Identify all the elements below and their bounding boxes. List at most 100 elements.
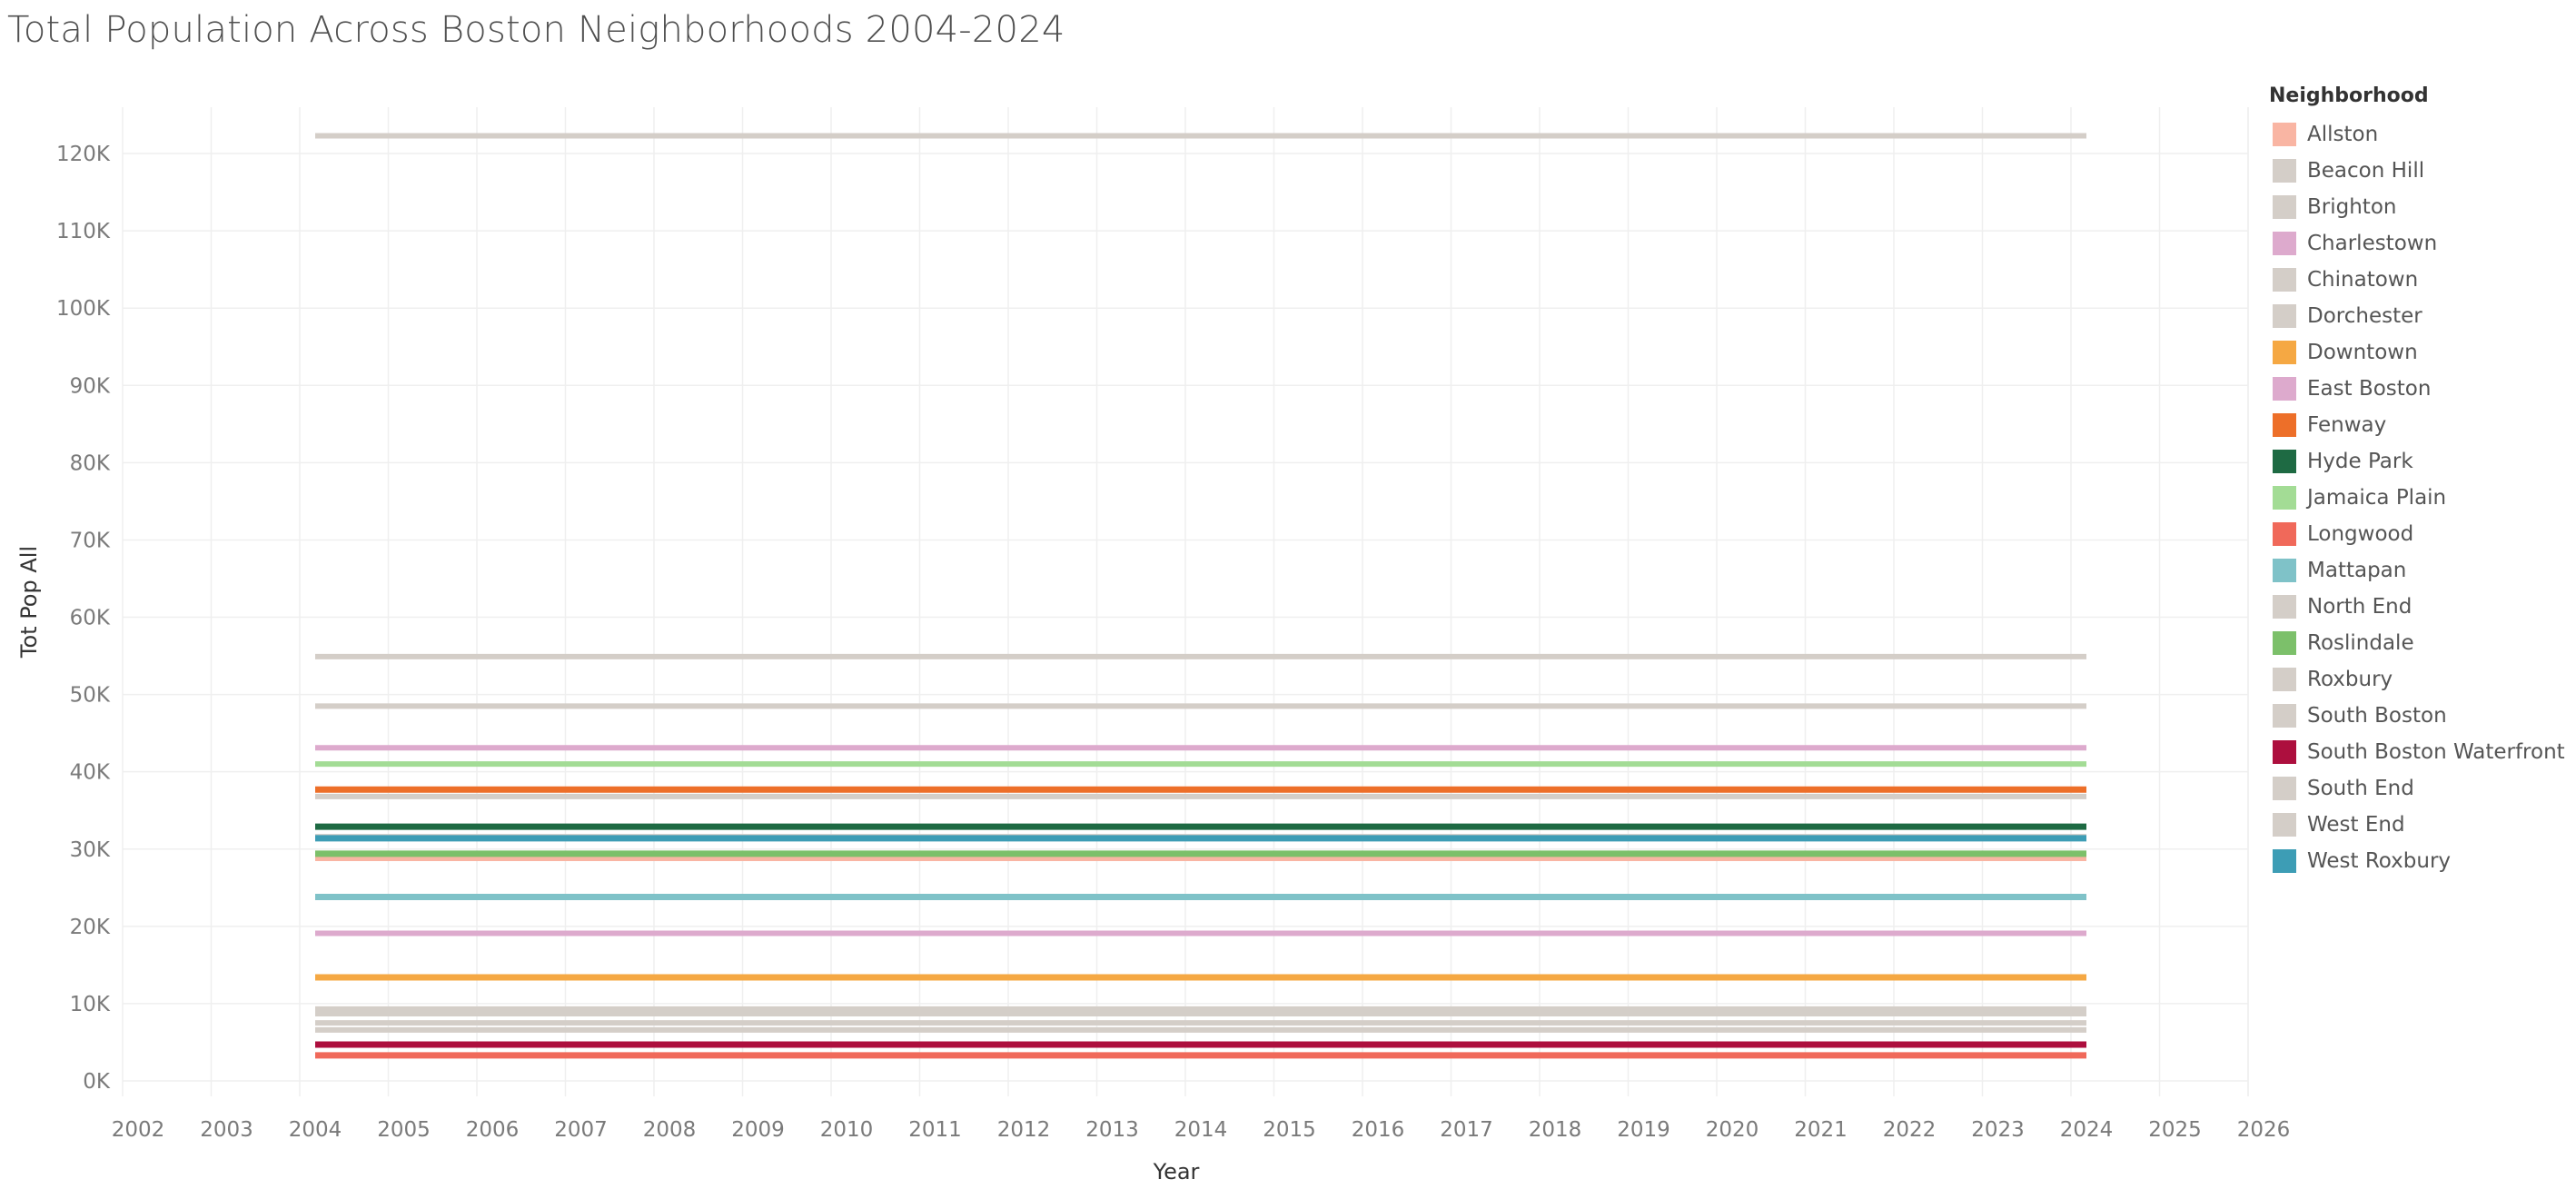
- legend-swatch: [2273, 777, 2296, 800]
- x-tick-label: 2013: [1085, 1118, 1139, 1142]
- y-axis-title: Tot Pop All: [16, 546, 42, 659]
- legend-swatch: [2273, 450, 2296, 473]
- x-tick-label: 2005: [377, 1118, 431, 1142]
- legend-swatch: [2273, 813, 2296, 837]
- y-tick-label: 90K: [70, 374, 111, 398]
- legend-item[interactable]: Roxbury: [2269, 661, 2574, 698]
- legend-swatch: [2273, 195, 2296, 219]
- legend-item[interactable]: Beacon Hill: [2269, 153, 2574, 189]
- legend-label: Downtown: [2307, 341, 2418, 364]
- y-tick-label: 70K: [70, 529, 111, 552]
- legend-item[interactable]: West End: [2269, 807, 2574, 843]
- legend-swatch: [2273, 704, 2296, 728]
- x-tick-label: 2003: [200, 1118, 253, 1142]
- legend-items: Allston Beacon Hill Brighton Charlestown Chi…: [2269, 116, 2574, 879]
- legend-swatch: [2273, 123, 2296, 146]
- y-tick-label: 40K: [70, 761, 111, 785]
- x-tick-label: 2021: [1794, 1118, 1848, 1142]
- y-tick-label: 120K: [56, 143, 111, 166]
- legend-item[interactable]: Brighton: [2269, 189, 2574, 225]
- legend-label: Dorchester: [2307, 304, 2422, 328]
- x-tick-label: 2016: [1352, 1118, 1405, 1142]
- legend-swatch: [2273, 631, 2296, 655]
- legend-item[interactable]: South End: [2269, 770, 2574, 807]
- legend: Neighborhood Allston Beacon Hill Brighton C…: [2269, 84, 2574, 879]
- legend-label: Beacon Hill: [2307, 159, 2425, 183]
- y-tick-label: 50K: [70, 684, 111, 708]
- x-axis-title: Year: [1153, 1159, 1200, 1184]
- legend-item[interactable]: North End: [2269, 589, 2574, 625]
- legend-title: Neighborhood: [2269, 84, 2429, 107]
- legend-item[interactable]: South Boston: [2269, 698, 2574, 734]
- legend-swatch: [2273, 486, 2296, 510]
- legend-label: West Roxbury: [2307, 849, 2452, 873]
- y-tick-label: 60K: [70, 607, 111, 630]
- legend-item[interactable]: Roslindale: [2269, 625, 2574, 661]
- legend-item[interactable]: Mattapan: [2269, 552, 2574, 589]
- x-tick-label: 2007: [554, 1118, 608, 1142]
- legend-item[interactable]: West Roxbury: [2269, 843, 2574, 879]
- chart-title: Total Population Across Boston Neighborh…: [7, 9, 1065, 51]
- legend-swatch: [2273, 522, 2296, 546]
- legend-label: Charlestown: [2307, 232, 2438, 255]
- x-tick-label: 2009: [731, 1118, 785, 1142]
- legend-item[interactable]: East Boston: [2269, 371, 2574, 407]
- legend-item[interactable]: Downtown: [2269, 334, 2574, 371]
- legend-label: South Boston Waterfront: [2307, 740, 2565, 764]
- x-tick-label: 2008: [643, 1118, 697, 1142]
- y-tick-label: 100K: [56, 297, 111, 321]
- x-tick-label: 2006: [466, 1118, 520, 1142]
- x-tick-label: 2018: [1529, 1118, 1582, 1142]
- legend-item[interactable]: Chinatown: [2269, 262, 2574, 298]
- legend-swatch: [2273, 595, 2296, 619]
- legend-swatch: [2273, 377, 2296, 401]
- x-tick-label: 2012: [997, 1118, 1051, 1142]
- legend-swatch: [2273, 232, 2296, 255]
- y-tick-label: 80K: [70, 451, 111, 475]
- legend-swatch: [2273, 304, 2296, 328]
- x-tick-label: 2026: [2237, 1118, 2291, 1142]
- legend-swatch: [2273, 159, 2296, 183]
- legend-label: South End: [2307, 777, 2414, 800]
- legend-swatch: [2273, 268, 2296, 292]
- legend-label: Brighton: [2307, 195, 2397, 219]
- grid-lines: [122, 107, 2249, 1096]
- legend-item[interactable]: Jamaica Plain: [2269, 480, 2574, 516]
- legend-swatch: [2273, 740, 2296, 764]
- legend-label: Allston: [2307, 123, 2379, 146]
- legend-label: Jamaica Plain: [2307, 486, 2447, 510]
- axes: 2002 2003 2004 2005 2006 2007 2008 2009 2010 2011…: [56, 143, 2290, 1142]
- legend-swatch: [2273, 413, 2296, 437]
- x-tick-label: 2010: [820, 1118, 874, 1142]
- legend-item[interactable]: Dorchester: [2269, 298, 2574, 334]
- legend-item[interactable]: Longwood: [2269, 516, 2574, 552]
- series-lines: [315, 133, 2086, 1059]
- legend-label: Roxbury: [2307, 668, 2393, 691]
- legend-label: East Boston: [2307, 377, 2432, 401]
- y-tick-label: 110K: [56, 220, 111, 243]
- y-tick-label: 30K: [70, 838, 111, 862]
- y-tick-label: 0K: [83, 1070, 111, 1094]
- legend-item[interactable]: South Boston Waterfront: [2269, 734, 2574, 770]
- legend-item[interactable]: Charlestown: [2269, 225, 2574, 262]
- legend-label: Longwood: [2307, 522, 2414, 546]
- x-tick-label: 2017: [1440, 1118, 1493, 1142]
- legend-label: Fenway: [2307, 413, 2387, 437]
- x-tick-label: 2004: [289, 1118, 342, 1142]
- legend-swatch: [2273, 341, 2296, 364]
- legend-swatch: [2273, 668, 2296, 691]
- legend-swatch: [2273, 559, 2296, 582]
- legend-item[interactable]: Fenway: [2269, 407, 2574, 443]
- x-tick-label: 2023: [1971, 1118, 2025, 1142]
- legend-label: North End: [2307, 595, 2413, 619]
- legend-label: Chinatown: [2307, 268, 2419, 292]
- x-tick-label: 2020: [1706, 1118, 1759, 1142]
- x-tick-label: 2022: [1883, 1118, 1937, 1142]
- legend-item[interactable]: Allston: [2269, 116, 2574, 153]
- legend-label: Hyde Park: [2307, 450, 2413, 473]
- y-tick-label: 20K: [70, 916, 111, 939]
- legend-label: West End: [2307, 813, 2405, 837]
- x-tick-label: 2011: [908, 1118, 962, 1142]
- legend-item[interactable]: Hyde Park: [2269, 443, 2574, 480]
